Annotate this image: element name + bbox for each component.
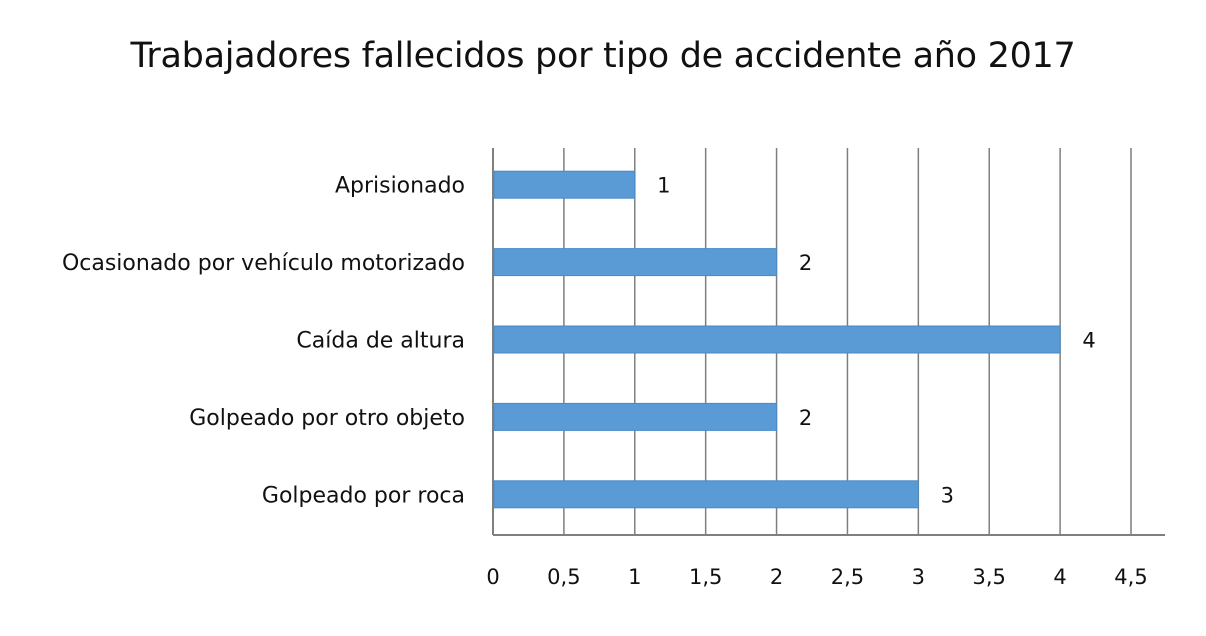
x-tick-label: 3 — [912, 565, 925, 589]
x-tick-label: 3,5 — [973, 565, 1006, 589]
chart-title: Trabajadores fallecidos por tipo de acci… — [130, 36, 1076, 76]
category-label: Caída de altura — [296, 329, 465, 354]
bar — [493, 480, 919, 509]
data-label: 2 — [799, 251, 812, 275]
data-label: 4 — [1082, 329, 1095, 353]
x-tick-label: 4,5 — [1114, 565, 1147, 589]
data-labels: 1 2 4 2 3 — [657, 174, 1096, 508]
bar — [493, 402, 778, 431]
bars — [493, 170, 1061, 509]
bar — [493, 325, 1061, 354]
x-tick-label: 2,5 — [831, 565, 864, 589]
category-labels: Aprisionado Ocasionado por vehículo motor… — [62, 174, 465, 509]
data-label: 1 — [657, 174, 670, 198]
category-label: Golpeado por roca — [262, 483, 465, 508]
data-label: 2 — [799, 406, 812, 430]
data-label: 3 — [941, 483, 954, 507]
bar — [493, 170, 636, 199]
x-tick-label: 0 — [486, 565, 499, 589]
x-tick-label: 2 — [770, 565, 783, 589]
x-tick-labels: 0 0,5 1 1,5 2 2,5 3 3,5 4 4,5 — [486, 565, 1147, 589]
category-label: Ocasionado por vehículo motorizado — [62, 251, 465, 276]
category-label: Aprisionado — [335, 174, 465, 199]
bar — [493, 248, 778, 277]
category-label: Golpeado por otro objeto — [189, 406, 465, 431]
x-tick-label: 4 — [1053, 565, 1066, 589]
axes — [492, 148, 1165, 536]
x-tick-label: 0,5 — [547, 565, 580, 589]
x-tick-label: 1,5 — [689, 565, 722, 589]
x-tick-label: 1 — [628, 565, 641, 589]
